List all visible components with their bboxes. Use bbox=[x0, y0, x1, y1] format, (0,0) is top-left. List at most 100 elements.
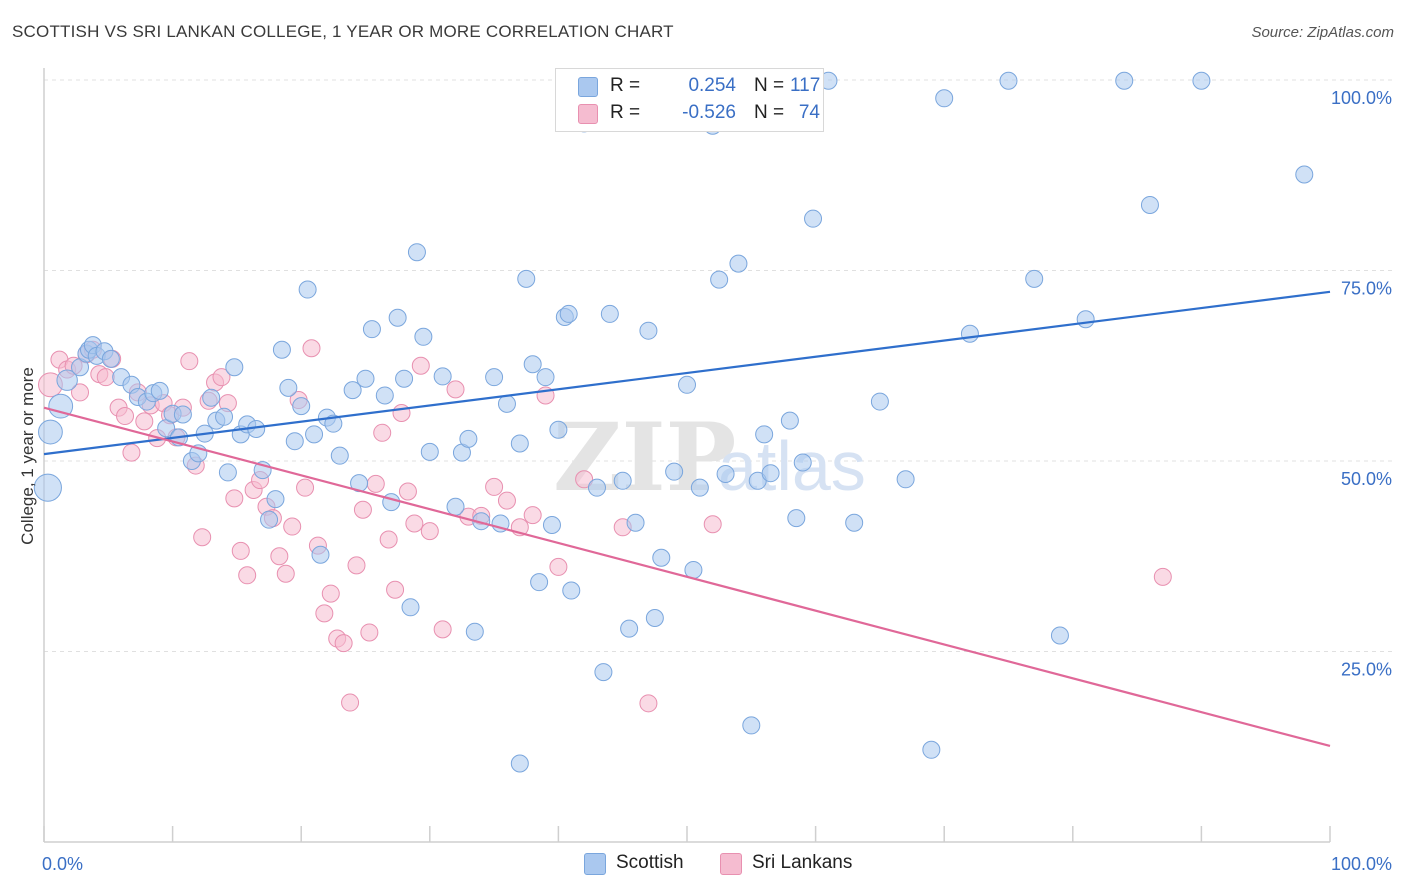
chart-source: Source: ZipAtlas.com bbox=[1251, 24, 1394, 41]
chart-title: SCOTTISH VS SRI LANKAN COLLEGE, 1 YEAR O… bbox=[12, 22, 674, 41]
watermark-zip: ZIP bbox=[553, 403, 736, 513]
data-point-sri-lankans bbox=[703, 515, 722, 534]
data-point-scottish bbox=[1076, 310, 1095, 329]
data-point-scottish bbox=[1192, 71, 1211, 90]
legend-r-value-scottish: 0.254 bbox=[688, 75, 736, 96]
watermark-atlas: atlas bbox=[718, 427, 866, 505]
y-tick-label: 100.0% bbox=[1331, 88, 1392, 108]
y-tick-label: 25.0% bbox=[1341, 660, 1392, 680]
data-point-sri-lankans bbox=[433, 620, 452, 639]
data-point-scottish bbox=[1295, 165, 1314, 184]
trend-line-sri-lankans bbox=[43, 406, 1331, 748]
data-point-sri-lankans bbox=[347, 556, 366, 575]
data-point-scottish bbox=[324, 414, 343, 433]
data-point-scottish bbox=[562, 581, 581, 600]
data-point-scottish bbox=[845, 513, 864, 532]
data-point-sri-lankans bbox=[392, 403, 411, 422]
x-tick-label-max: 100.0% bbox=[1331, 854, 1392, 874]
data-point-sri-lankans bbox=[366, 474, 385, 493]
data-point-sri-lankans bbox=[549, 557, 568, 576]
data-point-scottish bbox=[870, 392, 889, 411]
data-point-sri-lankans bbox=[446, 380, 465, 399]
data-point-scottish bbox=[362, 320, 381, 339]
data-point-scottish bbox=[33, 473, 62, 502]
data-point-scottish bbox=[549, 420, 568, 439]
data-point-scottish bbox=[260, 510, 279, 529]
data-point-scottish bbox=[343, 381, 362, 400]
data-point-sri-lankans bbox=[180, 352, 199, 371]
data-point-scottish bbox=[459, 429, 478, 448]
data-point-sri-lankans bbox=[420, 522, 439, 541]
data-point-scottish bbox=[401, 598, 420, 617]
data-point-sri-lankans bbox=[405, 514, 424, 533]
data-point-scottish bbox=[896, 470, 915, 489]
data-point-scottish bbox=[536, 368, 555, 387]
data-point-scottish bbox=[446, 497, 465, 516]
data-point-scottish bbox=[388, 308, 407, 327]
data-point-sri-lankans bbox=[334, 634, 353, 653]
data-point-scottish bbox=[292, 397, 311, 416]
data-point-sri-lankans bbox=[96, 368, 115, 387]
data-point-scottish bbox=[542, 516, 561, 535]
data-point-scottish bbox=[755, 425, 774, 444]
data-point-scottish bbox=[465, 622, 484, 641]
data-point-scottish bbox=[285, 432, 304, 451]
bottom-legend-label-sri-lankans: Sri Lankans bbox=[752, 852, 853, 873]
data-point-sri-lankans bbox=[485, 477, 504, 496]
data-point-scottish bbox=[804, 209, 823, 228]
data-point-scottish bbox=[559, 304, 578, 323]
data-point-sri-lankans bbox=[411, 356, 430, 375]
data-point-scottish bbox=[311, 545, 330, 564]
data-point-sri-lankans bbox=[353, 500, 372, 519]
data-point-sri-lankans bbox=[373, 423, 392, 442]
legend-swatch-scottish bbox=[578, 77, 598, 97]
data-point-scottish bbox=[587, 478, 606, 497]
data-point-scottish bbox=[510, 754, 529, 773]
data-point-scottish bbox=[305, 425, 324, 444]
data-point-scottish bbox=[485, 368, 504, 387]
data-point-sri-lankans bbox=[122, 443, 141, 462]
data-point-scottish bbox=[729, 254, 748, 273]
series-scottish-points bbox=[33, 71, 1314, 773]
data-point-sri-lankans bbox=[270, 547, 289, 566]
data-point-scottish bbox=[150, 381, 169, 400]
data-point-scottish bbox=[665, 462, 684, 481]
data-point-sri-lankans bbox=[523, 506, 542, 525]
data-point-sri-lankans bbox=[212, 368, 231, 387]
data-point-scottish bbox=[375, 386, 394, 405]
data-point-sri-lankans bbox=[379, 530, 398, 549]
data-point-sri-lankans bbox=[302, 339, 321, 358]
data-point-scottish bbox=[710, 270, 729, 289]
data-point-scottish bbox=[613, 471, 632, 490]
legend-n-label: N = bbox=[754, 75, 785, 96]
data-point-scottish bbox=[620, 619, 639, 638]
data-point-scottish bbox=[420, 442, 439, 461]
data-point-scottish bbox=[716, 464, 735, 483]
data-point-scottish bbox=[530, 573, 549, 592]
data-point-scottish bbox=[395, 369, 414, 388]
data-point-sri-lankans bbox=[225, 489, 244, 508]
data-point-scottish bbox=[56, 369, 78, 391]
tick-labels: 25.0% 50.0% 75.0% 100.0% 0.0% 100.0% bbox=[42, 88, 1392, 874]
data-point-scottish bbox=[690, 478, 709, 497]
watermark: ZIP atlas bbox=[553, 403, 866, 513]
data-point-scottish bbox=[517, 269, 536, 288]
data-point-scottish bbox=[414, 327, 433, 346]
data-point-sri-lankans bbox=[398, 482, 417, 501]
data-point-scottish bbox=[999, 71, 1018, 90]
data-point-sri-lankans bbox=[497, 491, 516, 510]
data-point-scottish bbox=[1115, 71, 1134, 90]
legend-n-value-sri-lankans: 74 bbox=[798, 102, 820, 123]
legend-n-label: N = bbox=[754, 102, 785, 123]
data-point-sri-lankans bbox=[116, 407, 135, 426]
data-point-scottish bbox=[279, 378, 298, 397]
data-point-scottish bbox=[298, 280, 317, 299]
x-tick-label-min: 0.0% bbox=[42, 854, 83, 874]
data-point-scottish bbox=[678, 375, 696, 394]
data-point-scottish bbox=[510, 434, 529, 453]
legend-n-value-scottish: 117 bbox=[790, 75, 821, 96]
data-point-scottish bbox=[225, 358, 244, 377]
data-point-scottish bbox=[433, 367, 452, 386]
data-point-scottish bbox=[935, 89, 954, 108]
